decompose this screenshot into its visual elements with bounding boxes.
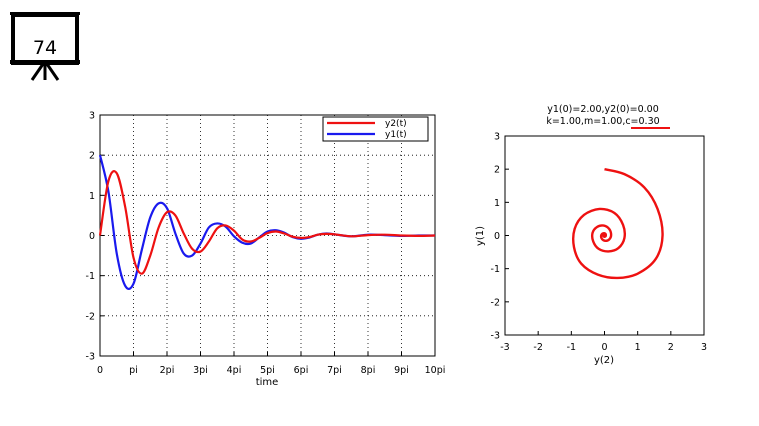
x-tick-label: 9pi (394, 365, 409, 376)
y-tick-label: -3 (491, 331, 500, 342)
x-tick-label: 1 (635, 342, 641, 353)
series-lines (98, 154, 436, 290)
y-tick-labels: 3 2 1 0 -1 -2 -3 (491, 132, 509, 342)
x-tick-label: 2 (668, 342, 674, 353)
chart-title: y1(0)=2.00,y2(0)=0.00 (547, 104, 659, 115)
series-line-y2t (98, 170, 436, 275)
legend: y2(t) y1(t) (322, 116, 429, 142)
chart-subtitle: k=1.00,m=1.00,c=0.30 (546, 116, 659, 127)
y-tick-label: -1 (86, 271, 95, 282)
presentation-board-icon: 74 (8, 10, 82, 82)
y-axis-label: y(1) (475, 226, 486, 246)
x-tick-label: 10pi (425, 365, 446, 376)
y-tick-label: -2 (86, 311, 95, 322)
y-tick-label: 1 (494, 198, 500, 209)
x-tick-label: 7pi (327, 365, 342, 376)
x-tick-labels: -3 -2 -1 0 1 2 3 (500, 331, 707, 353)
legend-label-y2: y2(t) (385, 119, 407, 129)
x-tick-label: 0 (97, 365, 103, 376)
y-tick-label: -1 (491, 264, 500, 275)
x-axis-label: y(2) (594, 355, 614, 366)
y-tick-label: -3 (86, 352, 95, 363)
slide-number: 74 (32, 37, 58, 59)
x-tick-label: 4pi (227, 365, 242, 376)
x-tick-label: -3 (500, 342, 509, 353)
y-tick-label: 2 (494, 165, 500, 176)
series-lines (572, 167, 664, 280)
x-tick-label: 3pi (193, 365, 208, 376)
y-tick-label: -2 (491, 297, 500, 308)
legend-label-y1: y1(t) (385, 130, 407, 140)
x-tick-label: 8pi (361, 365, 376, 376)
y-tick-label: 3 (89, 111, 95, 122)
x-tick-label: -2 (533, 342, 542, 353)
x-tick-label: pi (129, 365, 138, 376)
x-tick-label: 0 (601, 342, 607, 353)
x-tick-label: 2pi (160, 365, 175, 376)
x-tick-label: -1 (567, 342, 576, 353)
x-tick-label: 5pi (260, 365, 275, 376)
y-tick-label: 0 (89, 231, 95, 242)
equilibrium-point (602, 233, 607, 238)
x-tick-labels: 0 pi 2pi 3pi 4pi 5pi 6pi 7pi 8pi 9pi 10pi (97, 352, 445, 376)
x-tick-label: 3 (701, 342, 707, 353)
x-axis-label: time (256, 377, 279, 388)
y-tick-label: 2 (89, 151, 95, 162)
legend-box (322, 116, 429, 142)
y-tick-label: 1 (89, 191, 95, 202)
x-tick-label: 6pi (294, 365, 309, 376)
phase-spiral-line (572, 167, 664, 280)
y-tick-label: 0 (494, 231, 500, 242)
y-tick-label: 3 (494, 132, 500, 143)
